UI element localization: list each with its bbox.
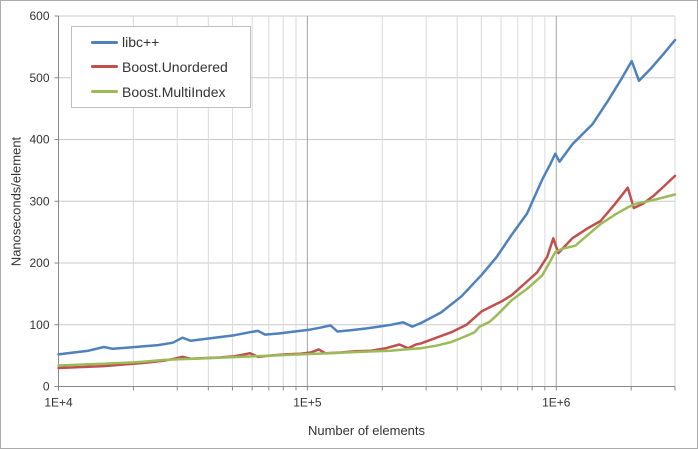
legend: libc++ Boost.Unordered Boost.MultiIndex — [71, 26, 251, 108]
y-axis-title: Nanoseconds/element — [8, 136, 24, 267]
y-tick-label: 200 — [29, 256, 49, 270]
y-tick-label: 300 — [29, 194, 49, 208]
series-line-boost-multiindex — [57, 193, 677, 367]
legend-line-sample-libcpp — [91, 40, 118, 44]
legend-entry-boost-multiindex: Boost.MultiIndex — [91, 85, 250, 99]
x-tick-label: 1E+6 — [542, 396, 571, 410]
y-tick-label: 600 — [29, 9, 49, 23]
x-axis-title: Number of elements — [307, 423, 426, 438]
x-tick-label: 1E+5 — [293, 396, 322, 410]
x-tick-label: 1E+4 — [44, 396, 73, 410]
y-tick-label: 100 — [29, 318, 49, 332]
series-line-boost-unordered — [57, 174, 677, 370]
y-tick-label: 400 — [29, 133, 49, 147]
y-tick-label: 500 — [29, 71, 49, 85]
legend-entry-boost-unordered: Boost.Unordered — [91, 60, 250, 74]
legend-label-boost-unordered: Boost.Unordered — [122, 58, 228, 75]
legend-entry-libcpp: libc++ — [91, 35, 250, 49]
legend-label-boost-multiindex: Boost.MultiIndex — [122, 83, 226, 100]
legend-line-sample-boost-multiindex — [91, 90, 118, 94]
legend-label-libcpp: libc++ — [122, 34, 160, 51]
legend-line-sample-boost-unordered — [91, 65, 118, 69]
y-tick-label: 0 — [43, 380, 50, 394]
series-line-libcpp — [57, 38, 677, 356]
